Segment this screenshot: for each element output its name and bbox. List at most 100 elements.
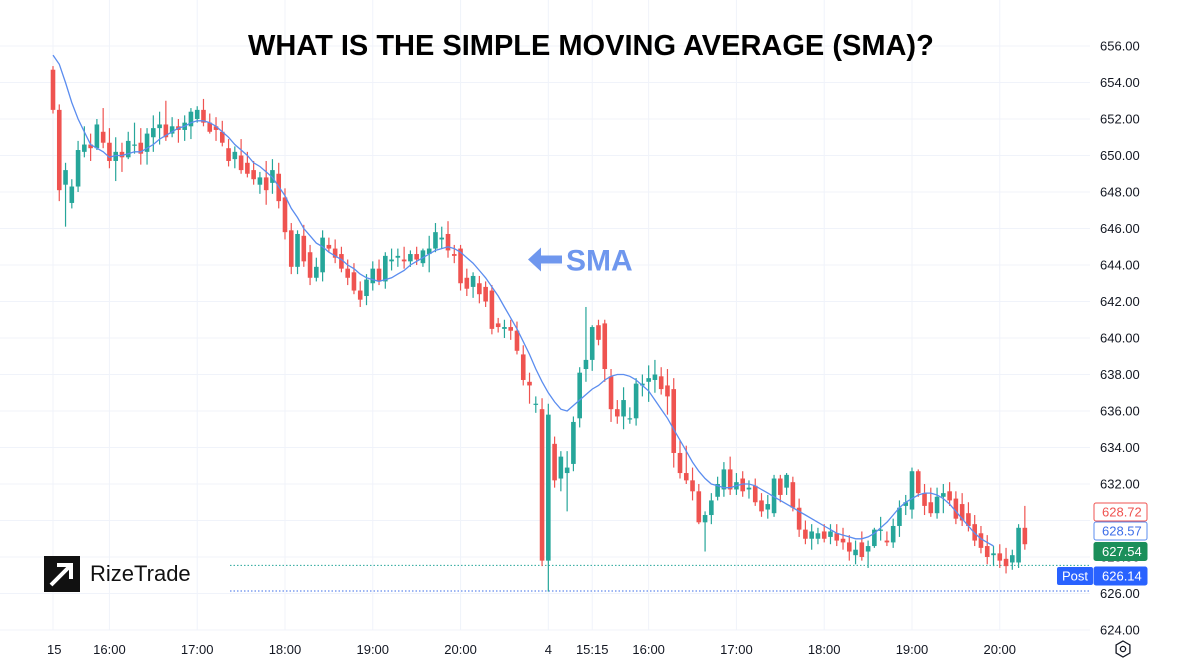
y-tick-label: 634.00 [1100, 440, 1140, 455]
candle [1003, 547, 1009, 574]
candle [408, 250, 413, 267]
candle [238, 139, 244, 174]
chart-grid [0, 0, 1090, 631]
candle [495, 317, 501, 333]
y-tick-label: 648.00 [1100, 185, 1140, 200]
candle [508, 319, 514, 340]
candle [771, 474, 777, 517]
candle [759, 493, 764, 517]
candle [646, 365, 651, 402]
candle [395, 248, 401, 267]
y-tick-label: 650.00 [1100, 148, 1140, 163]
candle [389, 248, 394, 271]
candle [727, 456, 733, 495]
candle [533, 396, 539, 413]
candle [890, 518, 896, 548]
arrow-left-icon [528, 247, 562, 272]
candle [702, 511, 708, 552]
candle [997, 544, 1003, 568]
candle [107, 128, 112, 169]
candle [715, 476, 720, 501]
candle [897, 500, 902, 537]
x-tick-label: 15 [47, 642, 61, 657]
candle [834, 524, 840, 547]
candle [138, 128, 144, 165]
candle [677, 440, 683, 479]
candle [884, 531, 890, 547]
candle [978, 525, 984, 554]
candle [370, 261, 376, 291]
candle [270, 159, 275, 194]
candle [859, 531, 865, 561]
candle [163, 100, 169, 141]
candle [295, 230, 300, 275]
brand-name: RizeTrade [90, 561, 191, 586]
candle [652, 359, 658, 393]
candle [213, 117, 219, 141]
candle [301, 224, 307, 267]
y-tick-label: 632.00 [1100, 477, 1140, 492]
svg-text:628.72: 628.72 [1102, 505, 1142, 520]
candle [846, 535, 852, 561]
candle [928, 487, 934, 517]
candle [552, 436, 557, 488]
price-label: 626.14 Post [1057, 566, 1148, 586]
candle [113, 137, 118, 182]
candle [784, 473, 789, 495]
candle [709, 493, 714, 525]
candle [984, 535, 990, 565]
candle [176, 119, 181, 143]
candle [872, 527, 877, 548]
candle [232, 146, 238, 169]
candle [1010, 549, 1015, 570]
candle [288, 223, 294, 275]
svg-text:627.54: 627.54 [1102, 544, 1142, 559]
x-tick-label: 17:00 [720, 642, 753, 657]
candle [263, 160, 269, 205]
candle [953, 491, 959, 525]
candle [345, 259, 350, 286]
sma-line [52, 54, 994, 547]
brand-logo: RizeTrade [44, 556, 191, 592]
price-label: 627.54 [1093, 542, 1148, 561]
candle [696, 484, 702, 525]
y-tick-label: 644.00 [1100, 258, 1140, 273]
candle [119, 142, 125, 172]
candle [226, 139, 231, 167]
candle [903, 494, 909, 516]
candle [577, 367, 582, 428]
x-tick-label: 19:00 [356, 642, 389, 657]
candle [821, 524, 827, 543]
candle [589, 325, 595, 371]
candle [934, 487, 940, 519]
candle [627, 407, 633, 424]
candle [840, 527, 846, 550]
candle [188, 108, 194, 140]
candle [746, 480, 752, 499]
candle [790, 476, 796, 512]
y-tick-label: 638.00 [1100, 367, 1140, 382]
candle [665, 369, 670, 415]
candle [194, 106, 200, 123]
candle [514, 321, 520, 355]
candle [502, 319, 507, 338]
candle [383, 252, 388, 289]
x-tick-label: 16:00 [93, 642, 126, 657]
candle [721, 462, 727, 497]
candle [151, 115, 156, 152]
y-tick-label: 652.00 [1100, 112, 1140, 127]
candle [527, 372, 532, 404]
candle [307, 244, 313, 286]
settings-icon[interactable] [1114, 640, 1132, 658]
y-tick-label: 626.00 [1100, 586, 1140, 601]
candle [621, 387, 626, 430]
rizetrade-logo-icon [44, 556, 80, 592]
candle [464, 268, 470, 297]
x-tick-label: 16:00 [632, 642, 665, 657]
candle [357, 281, 363, 307]
x-tick-label: 18:00 [269, 642, 302, 657]
candle [878, 516, 883, 541]
candle [470, 272, 476, 298]
candle [477, 275, 482, 304]
